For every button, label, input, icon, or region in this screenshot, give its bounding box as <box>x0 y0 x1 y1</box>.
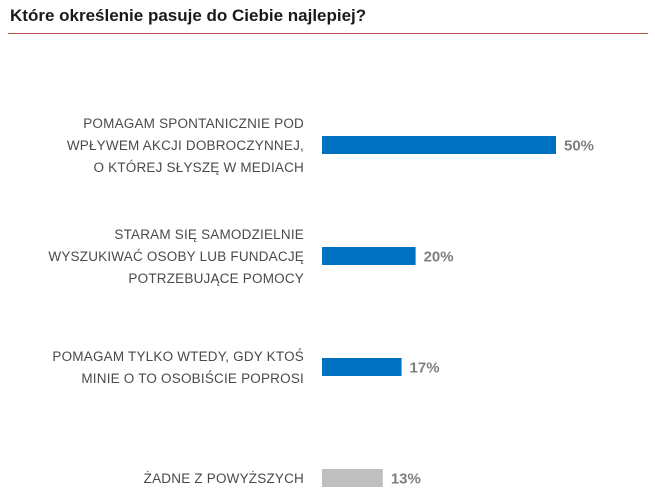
value-label-3: 17% <box>410 360 440 377</box>
value-label-1: 50% <box>564 138 594 155</box>
category-label-3-line-2: MINIE O TO OSOBIŚCIE POPROSI <box>81 371 304 386</box>
category-label-1-line-2: WPŁYWEM AKCJI DOBROCZYNNEJ, <box>67 138 304 153</box>
bar-4 <box>322 469 383 487</box>
category-label-4-line-1: ŻADNE Z POWYŻSZYCH <box>144 471 304 486</box>
category-label-3-line-1: POMAGAM TYLKO WTEDY, GDY KTOŚ <box>52 349 304 364</box>
category-label-1-line-1: POMAGAM SPONTANICZNIE POD <box>83 116 304 131</box>
value-label-4: 13% <box>391 471 421 488</box>
bar-1 <box>322 136 556 154</box>
chart-title: Które określenie pasuje do Ciebie najlep… <box>10 6 367 25</box>
category-label-2-line-1: STARAM SIĘ SAMODZIELNIE <box>114 227 304 242</box>
title-underline <box>8 33 648 34</box>
category-label-2-line-3: POTRZEBUJĄCE POMOCY <box>128 271 304 286</box>
category-label-2-line-2: WYSZUKIWAĆ OSOBY LUB FUNDACJĘ <box>48 249 304 264</box>
bar-3 <box>322 358 402 376</box>
value-label-2: 20% <box>424 249 454 266</box>
bar-2 <box>322 247 416 265</box>
category-label-1-line-3: O KTÓREJ SŁYSZĘ W MEDIACH <box>93 160 304 175</box>
